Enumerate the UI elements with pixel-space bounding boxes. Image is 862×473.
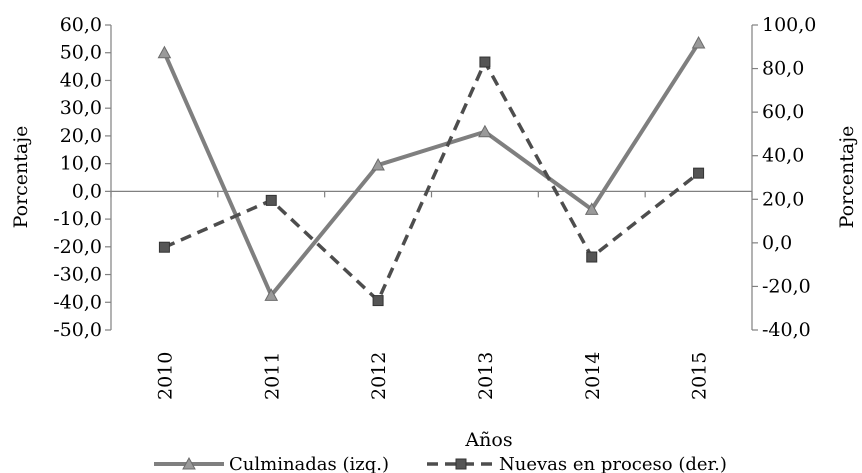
left-tick-label: -30,0 <box>53 264 102 286</box>
right-tick-label: 60,0 <box>762 101 804 123</box>
left-tick-label: 40,0 <box>60 69 102 91</box>
data-point-triangle <box>157 45 172 59</box>
left-tick-label: 0,0 <box>72 180 102 202</box>
data-point-triangle <box>478 124 492 138</box>
series-layer <box>157 35 706 307</box>
data-point-square <box>265 194 277 206</box>
series-line-1 <box>162 41 701 298</box>
data-point-triangle <box>371 157 385 171</box>
x-tick-label: 2013 <box>475 352 497 400</box>
left-tick-label: -50,0 <box>53 319 102 341</box>
data-point-triangle <box>584 202 599 215</box>
right-tick-label: 0,0 <box>762 232 792 254</box>
left-tick-label: 20,0 <box>60 125 102 147</box>
legend-swatch-marker-2 <box>455 458 467 470</box>
data-point-square <box>586 251 598 263</box>
legend-swatch-marker-1 <box>182 456 196 470</box>
x-tick-label: 2011 <box>261 352 283 400</box>
right-tick-label: 100,0 <box>762 14 816 36</box>
left-tick-label: 50,0 <box>60 42 102 64</box>
y-axis-title-left: Porcentaje <box>10 126 32 229</box>
x-axis-title: Años <box>464 429 512 451</box>
data-point-square <box>479 56 491 68</box>
left-tick-label: 30,0 <box>60 97 102 119</box>
legend: Culminadas (izq.) Nuevas en proceso (der.… <box>154 454 727 473</box>
left-tick-label: 10,0 <box>60 153 102 175</box>
right-tick-label: 80,0 <box>762 58 804 80</box>
legend-label-2: Nuevas en proceso (der.) <box>499 454 727 473</box>
left-tick-label: -20,0 <box>53 236 102 258</box>
data-point-square <box>158 241 170 253</box>
y-axis-title-right: Porcentaje <box>836 126 858 229</box>
data-point-square <box>693 167 705 179</box>
left-tick-label: -10,0 <box>53 208 102 230</box>
data-point-triangle <box>691 35 706 49</box>
right-tick-label: -40,0 <box>762 319 811 341</box>
right-tick-label: -20,0 <box>762 275 811 297</box>
x-tick-label: 2015 <box>689 352 711 400</box>
right-tick-label: 20,0 <box>762 188 804 210</box>
left-tick-label: 60,0 <box>60 14 102 36</box>
data-point-square <box>372 295 384 307</box>
left-tick-label: -40,0 <box>53 291 102 313</box>
right-tick-label: 40,0 <box>762 145 804 167</box>
x-tick-label: 2010 <box>154 352 176 400</box>
x-tick-label: 2014 <box>582 352 604 400</box>
axes-layer: 60,0 50,0 40,0 30,0 20,0 10,0 0,0 -10,0 -20,0 -30… <box>10 14 858 451</box>
legend-label-1: Culminadas (izq.) <box>229 454 389 473</box>
series-line-2 <box>163 60 700 303</box>
x-tick-label: 2012 <box>368 352 390 400</box>
data-point-triangle <box>264 288 279 301</box>
